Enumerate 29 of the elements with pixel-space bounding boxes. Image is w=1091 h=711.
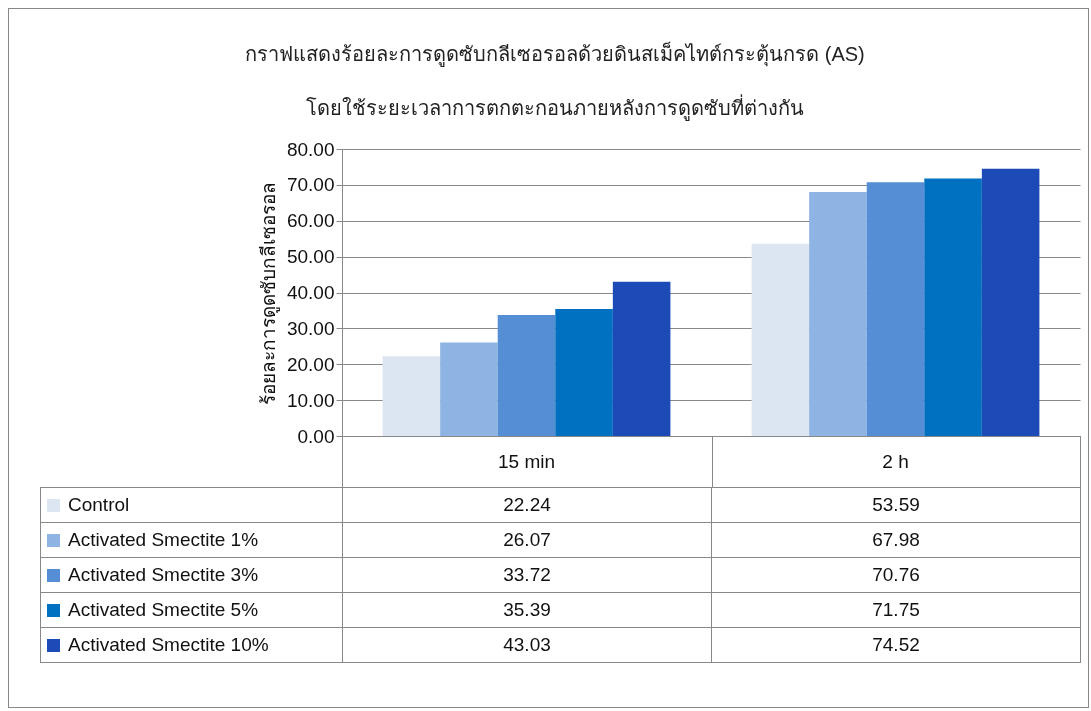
data-label: 53.59 [711,487,1081,523]
x-tick-label: 2 h [882,450,909,472]
data-label: 70.76 [711,557,1081,593]
y-axis-title: ร้อยละการดูดซับกลีเซอรอล [257,181,280,405]
y-tick-label: 0.00 [297,425,335,447]
y-tick-label: 40.00 [286,282,335,303]
y-tick-label: 80.00 [286,138,335,160]
y-tick-label: 60.00 [286,210,335,232]
y-tick-label: 30.00 [286,317,335,339]
y-tick-label: 10.00 [286,389,335,411]
y-tick-label: 20.00 [286,353,335,375]
data-label: 33.72 [342,557,712,593]
data-label: 71.75 [711,592,1081,628]
legend-label: Activated Smectite 3% [40,557,343,593]
data-label: 22.24 [342,487,712,523]
legend-label: Activated Smectite 1% [40,522,343,558]
legend-label: Activated Smectite 10% [40,627,343,663]
data-label: 74.52 [711,627,1081,663]
data-label: 67.98 [711,522,1081,558]
y-tick-label: 70.00 [286,174,335,196]
data-label: 26.07 [342,522,712,558]
legend-label: Activated Smectite 5% [40,592,343,628]
y-tick-label: 50.00 [286,246,335,268]
data-label: 43.03 [342,627,712,663]
chart-title: กราฟแสดงร้อยละการดูดซับกลีเซอรอลด้วยดินสเม็คไทต์กระตุ้นกรด (AS) [244,40,866,69]
legend-label: Control [40,487,343,523]
data-label: 35.39 [342,592,712,628]
x-tick-label: 15 min [497,450,556,472]
chart-subtitle: โดยใช้ระยะเวลาการตกตะกอนภายหลังการดูดซับที่ต่างกัน [305,93,805,123]
